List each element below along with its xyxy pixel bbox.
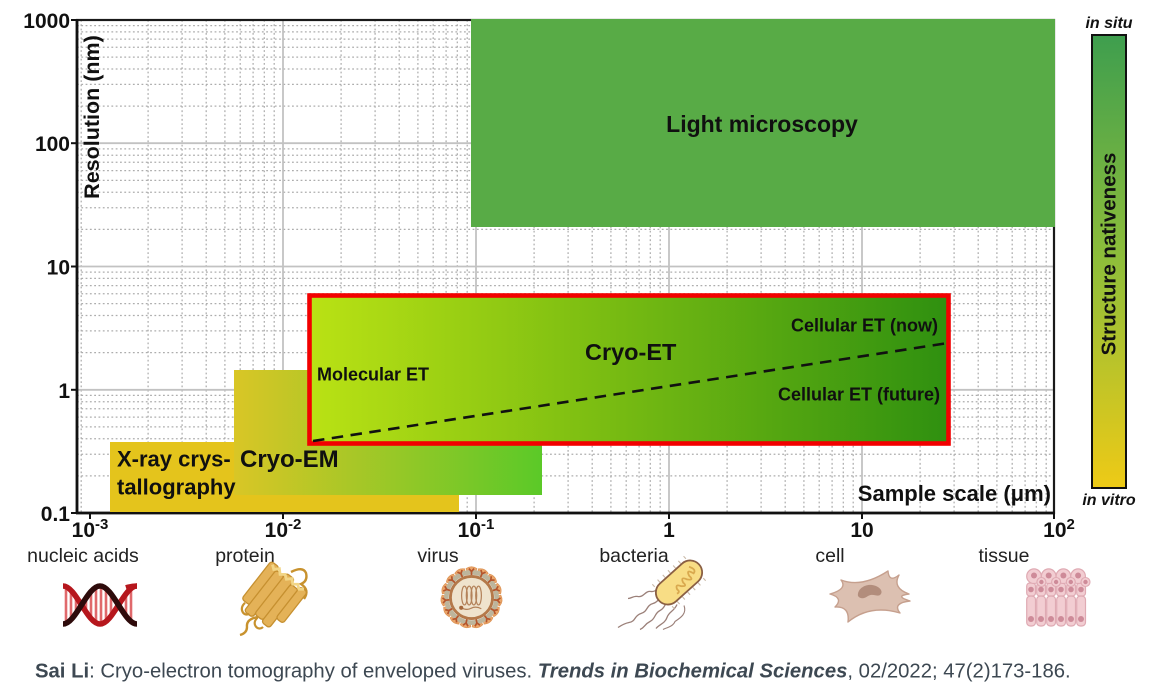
svg-text:in situ: in situ xyxy=(1085,15,1132,32)
svg-text:Cryo-EM: Cryo-EM xyxy=(240,446,339,473)
svg-text:tallography: tallography xyxy=(117,475,236,500)
svg-text:Structure nativeness: Structure nativeness xyxy=(1098,153,1121,356)
svg-text:10: 10 xyxy=(47,257,70,280)
svg-text:Cellular ET (future): Cellular ET (future) xyxy=(778,385,940,405)
svg-text:Light microscopy: Light microscopy xyxy=(666,111,858,137)
svg-text:cell: cell xyxy=(815,545,844,567)
svg-text:bacteria: bacteria xyxy=(599,545,669,567)
svg-text:10: 10 xyxy=(850,519,873,542)
svg-text:1: 1 xyxy=(663,519,675,542)
svg-text:protein: protein xyxy=(215,545,275,567)
svg-text:100: 100 xyxy=(35,133,70,156)
svg-text:virus: virus xyxy=(417,545,458,567)
svg-text:Sai Li: Cryo-electron tomograp: Sai Li: Cryo-electron tomography of enve… xyxy=(35,661,1071,683)
svg-text:in vitro: in vitro xyxy=(1082,492,1136,509)
svg-text:Molecular ET: Molecular ET xyxy=(317,365,429,385)
svg-text:1: 1 xyxy=(58,380,70,403)
svg-text:1000: 1000 xyxy=(23,10,70,33)
svg-text:Sample scale (μm): Sample scale (μm) xyxy=(858,481,1051,506)
svg-text:Cellular ET (now): Cellular ET (now) xyxy=(791,316,938,336)
svg-text:Resolution (nm): Resolution (nm) xyxy=(80,35,104,199)
svg-text:0.1: 0.1 xyxy=(41,503,71,526)
svg-text:nucleic acids: nucleic acids xyxy=(27,545,139,567)
svg-text:Cryo-ET: Cryo-ET xyxy=(585,339,677,365)
svg-text:tissue: tissue xyxy=(979,545,1030,567)
svg-text:X-ray crys-: X-ray crys- xyxy=(117,447,231,472)
